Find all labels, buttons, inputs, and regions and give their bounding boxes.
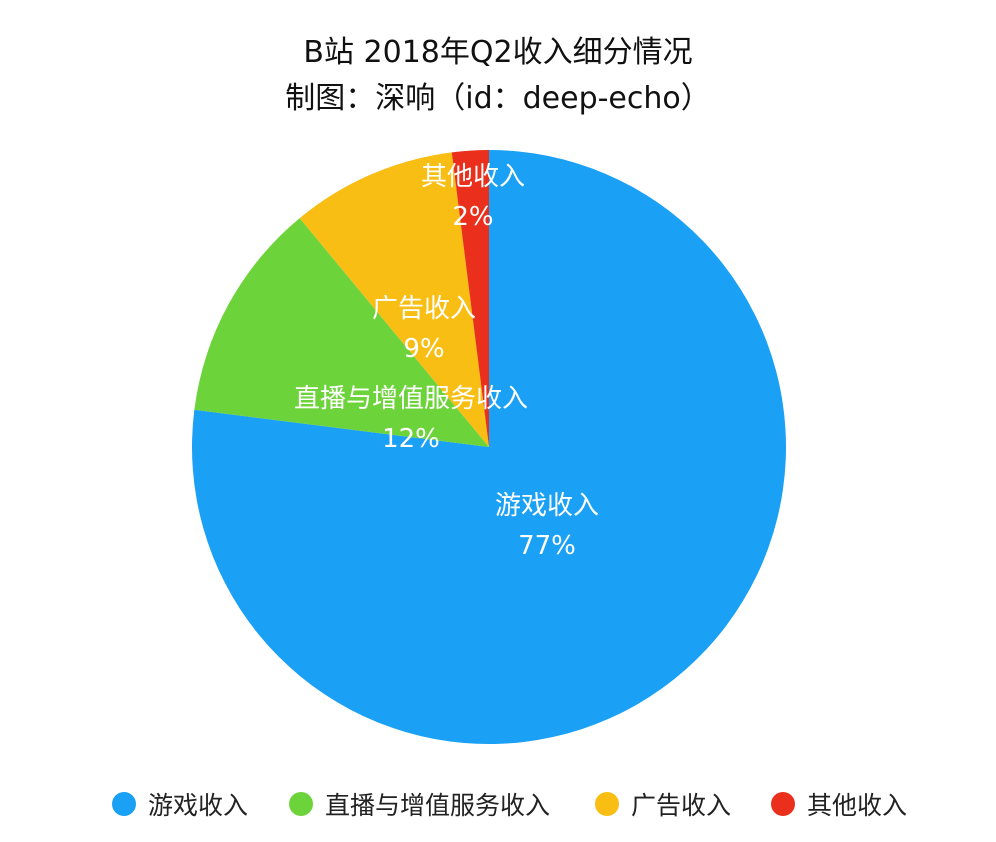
legend-item-ad: 广告收入 <box>595 784 731 824</box>
pie-slice-game <box>192 150 787 745</box>
slice-value-label-ad: 9% <box>403 334 444 364</box>
legend-label-ad: 广告收入 <box>631 791 732 820</box>
legend-swatch-game <box>112 792 136 816</box>
legend-label-other: 其他收入 <box>807 791 908 820</box>
slice-label-live: 直播与增值服务收入 <box>294 384 528 414</box>
chart-subtitle: 制图：深响（id：deep-echo） <box>285 81 711 116</box>
chart-title: B站 2018年Q2收入细分情况 <box>303 35 693 70</box>
slice-value-label-game: 77% <box>518 531 576 561</box>
pie-slice-ad <box>299 152 489 448</box>
legend-label-game: 游戏收入 <box>148 791 249 820</box>
legend: 游戏收入 直播与增值服务收入 广告收入 其他收入 <box>0 784 996 824</box>
slice-label-other: 其他收入 <box>421 162 525 192</box>
slice-value-label-other: 2% <box>452 202 493 232</box>
slice-label-ad: 广告收入 <box>372 294 476 324</box>
pie-slice-other <box>451 150 489 447</box>
legend-swatch-other <box>771 792 795 816</box>
legend-label-live: 直播与增值服务收入 <box>325 791 551 820</box>
legend-swatch-ad <box>595 792 619 816</box>
legend-item-other: 其他收入 <box>771 784 907 824</box>
legend-item-live: 直播与增值服务收入 <box>289 784 550 824</box>
legend-swatch-live <box>289 792 313 816</box>
slice-value-label-live: 12% <box>382 424 440 454</box>
legend-item-game: 游戏收入 <box>112 784 248 824</box>
slice-label-game: 游戏收入 <box>495 491 599 521</box>
pie-slice-live <box>194 218 490 447</box>
